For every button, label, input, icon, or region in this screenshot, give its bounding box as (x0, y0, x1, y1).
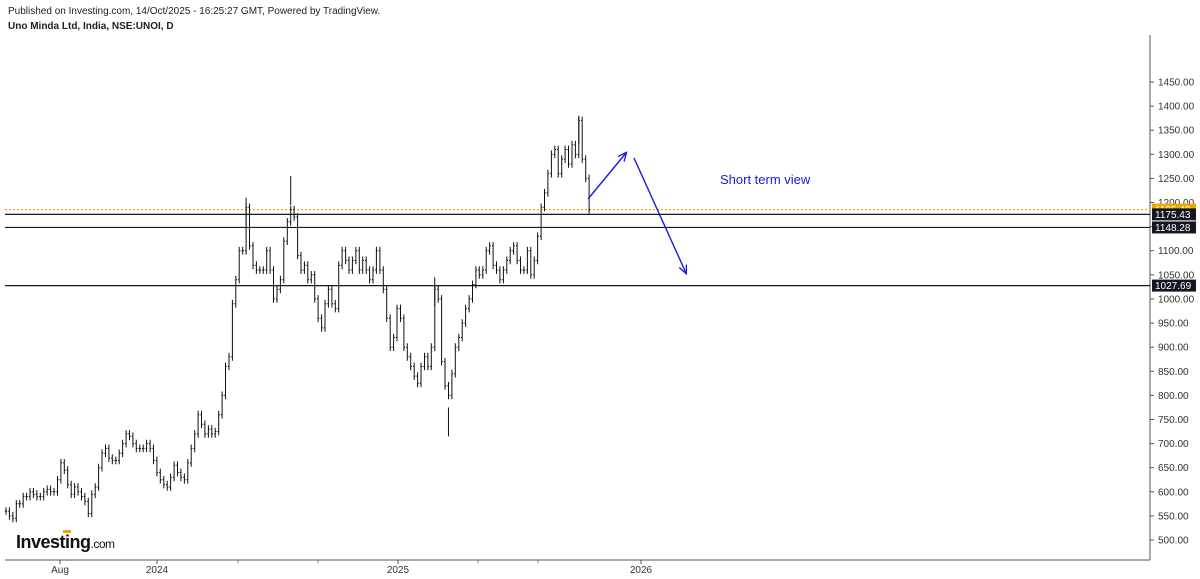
annotation-arrow (633, 157, 686, 273)
y-tick-label: 1350.00 (1158, 126, 1195, 137)
published-note: Published on Investing.com, 14/Oct/2025 … (8, 6, 381, 17)
logo-accent (63, 530, 71, 533)
level-tag-label: 1148.28 (1155, 223, 1191, 234)
y-tick-label: 950.00 (1158, 319, 1189, 330)
logo-main: Investing (16, 532, 91, 552)
horizontal-levels (5, 208, 1150, 287)
y-tick-label: 800.00 (1158, 391, 1189, 402)
y-tick-label: 1100.00 (1158, 246, 1194, 257)
x-tick-label: 2025 (387, 565, 410, 576)
y-tick-label: 1400.00 (1158, 102, 1195, 113)
level-tag-label: 1027.69 (1155, 281, 1192, 292)
y-tick-label: 900.00 (1158, 343, 1189, 354)
y-tick-label: 500.00 (1158, 536, 1189, 547)
x-tick-label: 2024 (146, 565, 169, 576)
y-axis: 1450.00 1400.00 1350.00 1300.00 1250.00 1200.… (1150, 78, 1195, 547)
y-tick-label: 1000.00 (1158, 294, 1195, 305)
price-series (4, 115, 591, 523)
annotation-arrow (587, 153, 626, 200)
annotation-text: Short term view (720, 172, 811, 187)
level-tag-box (1152, 208, 1196, 221)
y-tick-label: 550.00 (1158, 511, 1189, 522)
annotation-arrows (587, 153, 686, 273)
y-tick-label: 1450.00 (1158, 78, 1195, 89)
y-tick-label: 650.00 (1158, 463, 1189, 474)
level-tag-label: 1175.43 (1155, 210, 1191, 221)
plot-area (5, 35, 1150, 560)
symbol-title: Uno Minda Ltd, India, NSE:UNOI, D (8, 21, 174, 32)
y-tick-label: 700.00 (1158, 439, 1189, 450)
x-tick-label: Aug (51, 565, 69, 576)
level-tag-box (1152, 221, 1196, 234)
y-tick-label: 1200.00 (1158, 198, 1195, 209)
y-tick-label: 850.00 (1158, 367, 1189, 378)
x-tick-label: 2026 (630, 565, 653, 576)
chart-grid (5, 35, 1151, 561)
y-tick-label: 1250.00 (1158, 174, 1195, 185)
y-tick-label: 1300.00 (1158, 150, 1195, 161)
x-axis: Aug 2024 2025 2026 (51, 560, 653, 576)
y-tick-label: 750.00 (1158, 415, 1189, 426)
level-tag-box (1152, 279, 1196, 292)
price-bars (4, 116, 591, 523)
y-tick-label: 1050.00 (1158, 270, 1195, 281)
y-tick-label: 600.00 (1158, 487, 1189, 498)
investing-logo[interactable]: Investing.com (16, 532, 115, 553)
logo-suffix: .com (90, 537, 116, 551)
